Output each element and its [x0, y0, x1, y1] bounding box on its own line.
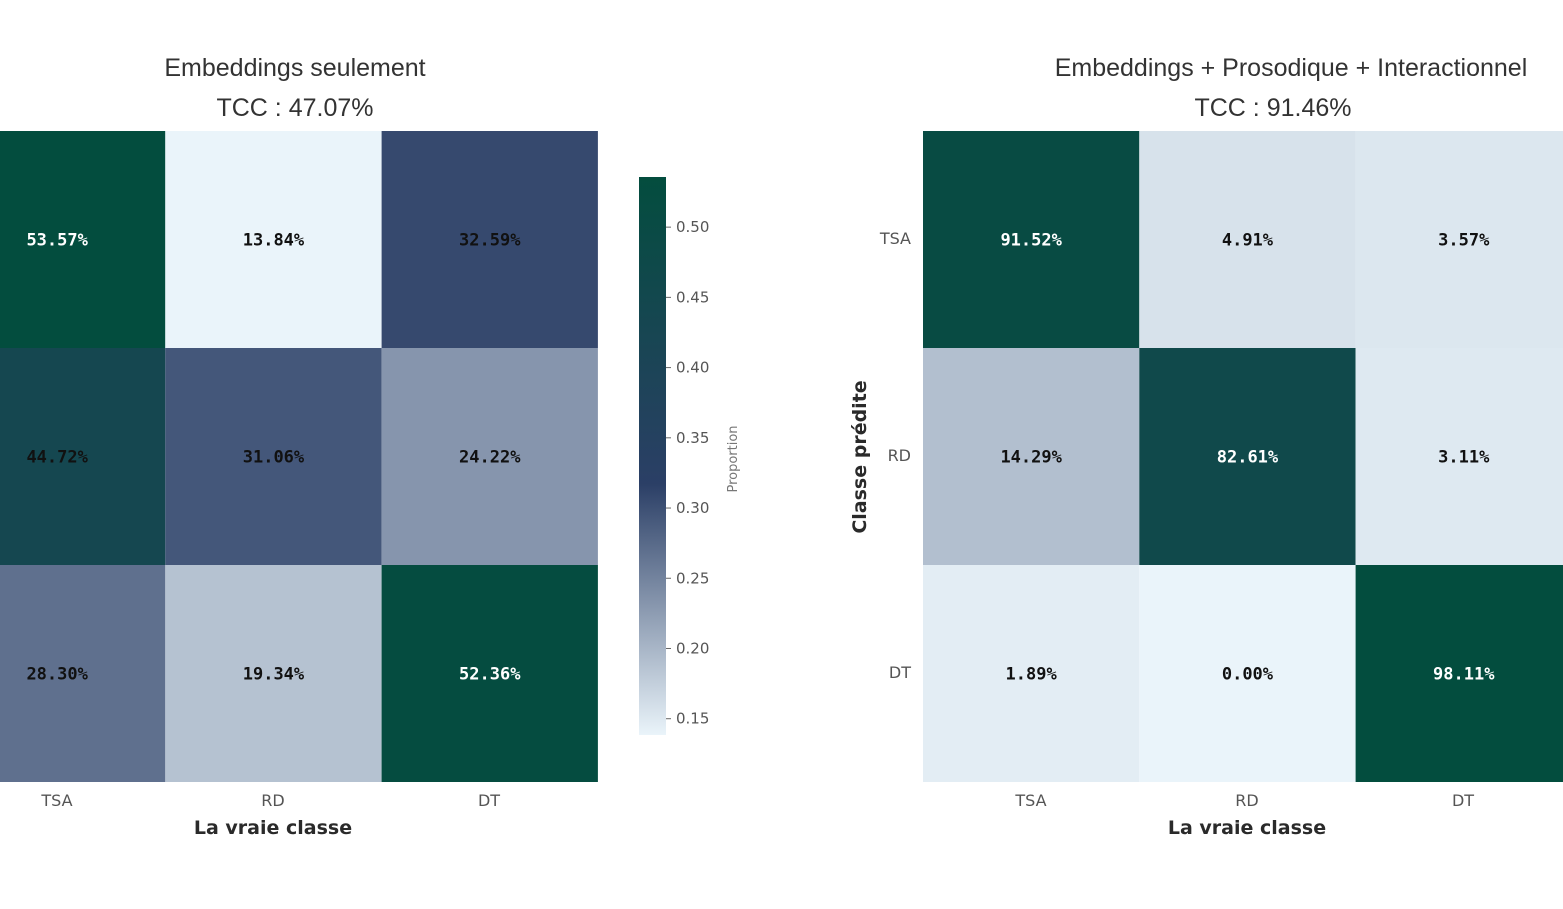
right-cell-label-middle-rd: 82.61% [1217, 448, 1279, 468]
colorbar-tick-label-5: 0.25 [676, 569, 709, 587]
right-cell-bottom-rd [1139, 565, 1356, 782]
right-x-tick-dt: DT [1452, 791, 1474, 810]
right-cell-middle-dt [1355, 348, 1563, 565]
right-cell-label-top-rd: 4.91% [1222, 231, 1274, 251]
left-x-tick-tsa: TSA [40, 791, 72, 810]
left-cell-label-bottom-rd: 19.34% [243, 665, 305, 685]
left-cell-middle-rd [165, 348, 382, 565]
right-cell-top-rd [1139, 131, 1356, 348]
left-x-axis-label: La vraie classe [194, 817, 352, 839]
left-cell-bottom-tsa [0, 565, 166, 782]
right-chart-subtitle: TCC : 91.46% [1194, 94, 1351, 122]
right-cell-label-bottom-dt: 98.11% [1433, 665, 1495, 685]
colorbar-tick-label-1: 0.45 [676, 288, 709, 306]
right-y-axis-label: Classe prédite [849, 380, 871, 533]
left-cell-top-dt [381, 131, 598, 348]
right-cell-bottom-tsa [923, 565, 1140, 782]
colorbar-tick-label-7: 0.15 [676, 710, 709, 728]
colorbar-ticks: 0.50 0.45 0.40 0.35 0.30 0.25 0.20 0.15 [666, 218, 709, 728]
left-cell-middle-tsa [0, 348, 166, 565]
left-chart-subtitle: TCC : 47.07% [216, 94, 373, 122]
heatmap-right: Embeddings + Prosodique + Interactionnel… [849, 54, 1563, 839]
right-cell-label-top-tsa: 91.52% [1000, 231, 1062, 251]
right-cell-label-middle-dt: 3.11% [1438, 448, 1490, 468]
left-x-tick-dt: DT [478, 791, 500, 810]
right-x-tick-rd: RD [1235, 791, 1258, 810]
colorbar-gradient [639, 177, 666, 735]
left-cell-label-bottom-dt: 52.36% [459, 665, 521, 685]
colorbar-tick-label-3: 0.35 [676, 429, 709, 447]
left-cell-label-top-dt: 32.59% [459, 231, 521, 251]
right-cells: 91.52% 4.91% 3.57% 14.29% 82.61% 3.11% 1.89% 0.… [923, 131, 1563, 782]
left-cell-bottom-rd [165, 565, 382, 782]
right-chart-title: Embeddings + Prosodique + Interactionnel [1055, 54, 1528, 82]
colorbar-tick-label-0: 0.50 [676, 218, 709, 236]
left-cell-label-bottom-tsa: 28.30% [26, 665, 88, 685]
colorbar-tick-label-6: 0.20 [676, 639, 709, 657]
right-cell-label-bottom-tsa: 1.89% [1006, 665, 1058, 685]
left-cell-bottom-dt [381, 565, 598, 782]
left-cell-top-tsa [0, 131, 166, 348]
colorbar: 0.50 0.45 0.40 0.35 0.30 0.25 0.20 0.15 Proport… [639, 177, 741, 735]
right-cell-middle-tsa [923, 348, 1140, 565]
colorbar-tick-label-2: 0.40 [676, 359, 709, 377]
right-cell-bottom-dt [1355, 565, 1563, 782]
right-cell-label-middle-tsa: 14.29% [1000, 448, 1062, 468]
right-cell-middle-rd [1139, 348, 1356, 565]
colorbar-label: Proportion [726, 425, 741, 492]
left-cell-label-middle-dt: 24.22% [459, 448, 521, 468]
left-cell-top-rd [165, 131, 382, 348]
left-cell-middle-dt [381, 348, 598, 565]
left-cell-label-middle-rd: 31.06% [243, 448, 305, 468]
right-cell-top-tsa [923, 131, 1140, 348]
right-y-tick-tsa: TSA [879, 229, 911, 248]
left-chart-title: Embeddings seulement [164, 54, 425, 82]
colorbar-tick-label-4: 0.30 [676, 499, 709, 517]
right-x-axis-label: La vraie classe [1168, 817, 1326, 839]
right-cell-label-top-dt: 3.57% [1438, 231, 1490, 251]
heatmap-left: Embeddings seulement TCC : 47.07% 53.57%… [0, 54, 598, 839]
left-cell-label-middle-tsa: 44.72% [26, 448, 88, 468]
left-cell-label-top-rd: 13.84% [243, 231, 305, 251]
right-x-tick-tsa: TSA [1014, 791, 1046, 810]
right-y-tick-dt: DT [889, 663, 911, 682]
left-cells: 53.57% 13.84% 32.59% 44.72% 31.06% 24.22% 28.3… [0, 131, 598, 782]
right-cell-top-dt [1355, 131, 1563, 348]
right-cell-label-bottom-rd: 0.00% [1222, 665, 1274, 685]
left-x-tick-rd: RD [261, 791, 284, 810]
left-cell-label-top-tsa: 53.57% [26, 231, 88, 251]
right-y-tick-rd: RD [888, 446, 911, 465]
